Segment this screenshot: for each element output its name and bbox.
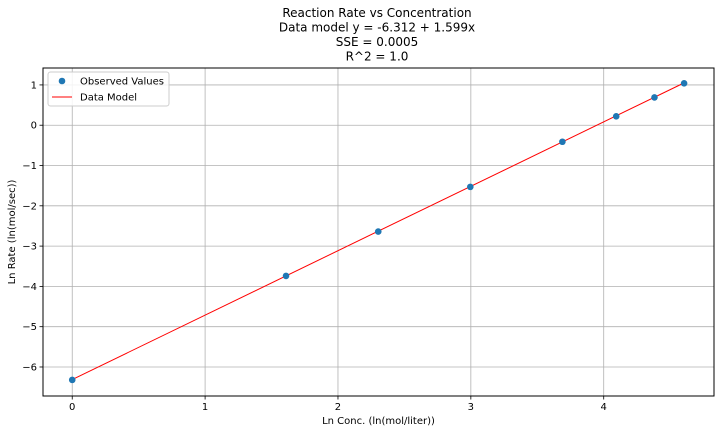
chart-title-line-1: Reaction Rate vs Concentration <box>282 6 471 20</box>
y-tick-label: −6 <box>22 362 37 373</box>
observed-point <box>68 376 76 384</box>
y-tick-label: −5 <box>22 322 37 333</box>
x-axis-label: Ln Conc. (ln(mol/liter)) <box>322 416 435 427</box>
y-tick-label: 0 <box>31 121 37 132</box>
x-tick-label: 1 <box>202 402 208 413</box>
chart-title-line-4: R^2 = 1.0 <box>346 50 409 64</box>
plot-series <box>68 80 688 384</box>
legend-marker-observed <box>58 77 66 85</box>
y-tick-label: −4 <box>22 282 37 293</box>
observed-point <box>612 113 620 120</box>
legend: Observed Values Data Model <box>47 71 170 107</box>
x-tick-label: 3 <box>468 402 474 413</box>
legend-box <box>47 71 170 107</box>
y-tick-label: −2 <box>22 201 37 212</box>
x-tick-label: 0 <box>69 402 75 413</box>
chart-title-line-3: SSE = 0.0005 <box>336 35 419 49</box>
axis-ticks: 0 1 2 3 4 −6 −5 −4 −3 −2 −1 0 1 <box>22 80 607 413</box>
chart-title-line-2: Data model y = -6.312 + 1.599x <box>279 21 475 35</box>
x-tick-label: 4 <box>601 402 607 413</box>
observed-point <box>651 94 658 101</box>
observed-point <box>559 138 566 146</box>
legend-label-observed: Observed Values <box>80 77 164 88</box>
observed-point <box>467 183 474 191</box>
y-tick-label: −3 <box>22 242 37 253</box>
legend-label-model: Data Model <box>80 93 137 104</box>
observed-point <box>282 272 290 280</box>
y-axis-label: Ln Rate (ln(mol/sec)) <box>7 180 18 285</box>
y-tick-label: −1 <box>22 161 37 172</box>
observed-point <box>680 80 688 87</box>
plot-frame <box>42 67 715 397</box>
grid <box>43 68 714 396</box>
x-tick-label: 2 <box>335 402 341 413</box>
y-tick-label: 1 <box>31 80 37 91</box>
observed-point <box>374 228 382 235</box>
